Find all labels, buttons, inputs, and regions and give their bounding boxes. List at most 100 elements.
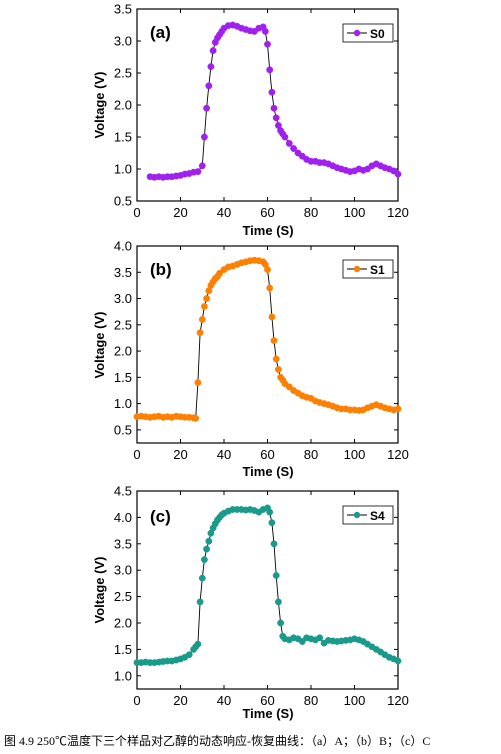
y-tick-label: 0.5 <box>114 194 132 209</box>
y-axis-title: Voltage (V) <box>92 312 107 379</box>
data-point <box>198 574 206 582</box>
x-axis-title: Time (S) <box>242 706 293 721</box>
x-tick-label: 120 <box>387 205 409 220</box>
data-point <box>272 355 280 363</box>
y-tick-label: 3.5 <box>114 536 132 551</box>
data-point <box>198 162 206 170</box>
legend-marker <box>353 29 361 37</box>
data-point <box>200 556 208 563</box>
legend-box <box>342 23 394 43</box>
data-point <box>205 537 213 545</box>
y-tick-label: 2.5 <box>114 66 132 81</box>
y-axis-title: Voltage (V) <box>92 557 107 624</box>
x-tick-label: 40 <box>217 693 231 708</box>
legend-marker <box>353 265 361 273</box>
x-tick-label: 120 <box>387 693 409 708</box>
y-tick-label: 3.0 <box>114 563 132 578</box>
data-point <box>270 540 278 548</box>
data-point <box>266 66 274 74</box>
data-point <box>264 40 271 48</box>
figure-caption: 图 4.9 250℃温度下三个样品对乙醇的动态响应-恢复曲线：（a）A；（b）B… <box>4 734 431 748</box>
x-tick-label: 0 <box>133 205 140 220</box>
y-tick-label: 1.5 <box>114 370 132 385</box>
data-point <box>272 114 280 122</box>
y-tick-label: 3.0 <box>114 291 132 306</box>
data-point <box>264 266 271 273</box>
data-point <box>194 640 202 648</box>
y-tick-label: 3.5 <box>114 2 132 17</box>
data-point <box>285 383 293 391</box>
figure-canvas: (a) Time (S) Voltage (V) 0 20 40 60 80 100 120… <box>92 2 409 722</box>
data-point <box>277 619 284 627</box>
y-tick-label: 0.5 <box>114 422 132 437</box>
series-line <box>136 259 399 419</box>
data-point <box>316 634 324 642</box>
x-tick-label: 80 <box>304 205 318 220</box>
x-tick-label: 20 <box>173 205 187 220</box>
y-tick-label: 2.0 <box>114 98 132 113</box>
data-point <box>290 145 297 152</box>
y-axis-title: Voltage (V) <box>92 72 107 139</box>
y-tick-label: 2.5 <box>114 589 132 604</box>
x-axis-title: Time (S) <box>242 223 293 238</box>
data-point <box>205 82 213 90</box>
legend: S1 <box>342 259 394 279</box>
y-tick-label: 2.0 <box>114 616 132 631</box>
legend-box <box>342 259 394 279</box>
data-point <box>200 302 208 310</box>
data-point <box>207 63 215 70</box>
panel-label: (c) <box>150 507 171 526</box>
x-tick-label: 0 <box>133 447 140 462</box>
data-point <box>209 47 217 54</box>
chart-panel-a: (a) Time (S) Voltage (V) 0 20 40 60 80 100 120… <box>92 2 409 239</box>
data-point <box>268 519 276 527</box>
x-tick-label: 40 <box>217 205 231 220</box>
x-tick-label: 20 <box>173 693 187 708</box>
data-point <box>203 104 211 112</box>
x-axis-title: Time (S) <box>242 464 293 479</box>
legend-series-name: S1 <box>370 263 385 277</box>
data-point <box>270 104 278 112</box>
x-tick-label: 40 <box>217 447 231 462</box>
x-tick-label: 100 <box>344 693 366 708</box>
y-tick-label: 3.5 <box>114 265 132 280</box>
legend: S4 <box>342 505 394 525</box>
data-point <box>185 651 193 659</box>
data-point <box>203 545 211 553</box>
data-point <box>194 379 202 386</box>
data-point <box>198 316 206 323</box>
y-tick-label: 1.5 <box>114 642 132 657</box>
x-tick-label: 100 <box>344 205 366 220</box>
y-tick-label: 1.0 <box>114 668 132 683</box>
data-point <box>285 139 293 147</box>
y-tick-label: 1.0 <box>114 162 132 177</box>
data-point <box>394 170 402 178</box>
x-tick-label: 0 <box>133 693 140 708</box>
x-tick-label: 100 <box>344 447 366 462</box>
data-point <box>196 329 204 337</box>
legend-box <box>342 505 394 525</box>
legend: S0 <box>342 23 394 43</box>
x-tick-label: 20 <box>173 447 187 462</box>
panel-label: (b) <box>150 260 172 279</box>
x-tick-label: 80 <box>304 447 318 462</box>
legend-marker <box>353 511 361 519</box>
data-point <box>298 638 306 645</box>
data-point <box>194 168 202 176</box>
data-point <box>192 414 200 422</box>
data-point <box>272 572 280 579</box>
data-point <box>268 313 276 321</box>
y-tick-label: 4.5 <box>114 484 132 499</box>
x-tick-label: 60 <box>260 447 274 462</box>
chart-panel-c: (c) Time (S) Voltage (V) 0 20 40 60 80 100 120… <box>92 484 409 722</box>
y-tick-label: 1.5 <box>114 130 132 145</box>
chart-panel-b: (b) Time (S) Voltage (V) 0 20 40 60 80 100 120… <box>92 239 409 480</box>
data-point <box>266 284 274 292</box>
y-tick-label: 4.0 <box>114 510 132 525</box>
data-point <box>216 269 224 277</box>
y-tick-label: 4.0 <box>114 239 132 254</box>
data-point <box>196 598 204 606</box>
data-point <box>203 295 211 302</box>
y-tick-label: 1.0 <box>114 396 132 411</box>
y-tick-label: 2.5 <box>114 317 132 332</box>
